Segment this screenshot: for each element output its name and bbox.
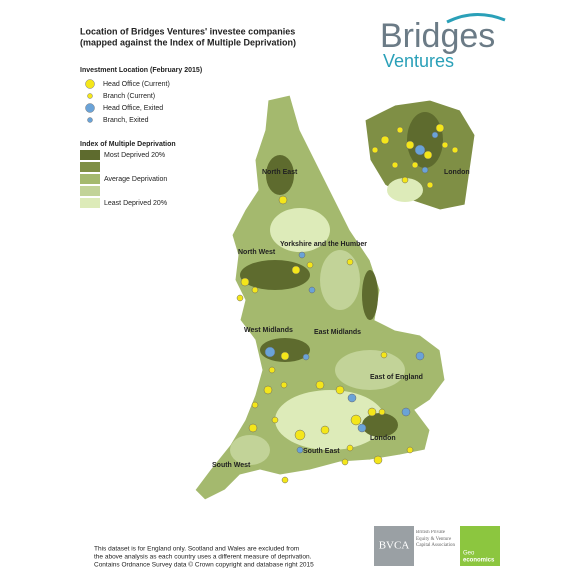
location-dot: [268, 366, 276, 374]
location-dot: [415, 351, 425, 361]
logo-sub: Ventures: [383, 51, 454, 71]
legend-symbol: [85, 103, 95, 113]
location-dot: [411, 161, 419, 169]
location-dot: [298, 251, 306, 259]
location-dot: [346, 444, 354, 452]
england: [194, 94, 446, 501]
logo-arc: [446, 13, 506, 24]
location-dot: [396, 126, 404, 134]
bvca-mark: BVCA: [379, 540, 410, 552]
location-dot: [401, 176, 409, 184]
title: Location of Bridges Ventures' investee c…: [80, 26, 295, 36]
footer-text: the above analysis as each country uses …: [94, 554, 312, 561]
footer-text: This dataset is for England only. Scotla…: [94, 546, 299, 553]
geo-text: Geo: [463, 551, 475, 557]
legend-swatch: [80, 198, 100, 208]
location-dot: [263, 385, 273, 395]
location-dot: [294, 429, 306, 441]
region-label: South East: [303, 448, 340, 455]
location-dot: [435, 123, 445, 133]
location-dot: [421, 166, 429, 174]
location-dot: [431, 131, 439, 139]
location-dot: [281, 476, 289, 484]
legend-label: Branch (Current): [103, 93, 155, 100]
location-dot: [451, 146, 459, 154]
location-dot: [341, 458, 349, 466]
location-dot: [347, 393, 357, 403]
location-dot: [278, 195, 288, 205]
legend-symbol: [87, 93, 93, 99]
legend-swatch: [80, 186, 100, 196]
legend-label: Most Deprived 20%: [104, 152, 165, 159]
location-dot: [302, 353, 310, 361]
location-dot: [380, 135, 390, 145]
london-shading: [407, 112, 443, 168]
footer-text: Contains Ordnance Survey data © Crown co…: [94, 561, 314, 569]
location-dot: [350, 414, 362, 426]
legend-symbol: [87, 117, 93, 123]
legend-swatch: [80, 150, 100, 160]
legend-title: Investment Location (February 2015): [80, 67, 202, 74]
location-dot: [280, 381, 288, 389]
location-dot: [441, 141, 449, 149]
location-dot: [401, 407, 411, 417]
location-dot: [320, 425, 330, 435]
legend-label: Branch, Exited: [103, 117, 149, 124]
legend-label: Least Deprived 20%: [104, 200, 167, 207]
region-label: South West: [212, 462, 251, 469]
location-dot: [335, 385, 345, 395]
location-dot: [346, 258, 354, 266]
location-dot: [296, 446, 304, 454]
location-dot: [291, 265, 301, 275]
location-dot: [315, 380, 325, 390]
location-dot: [391, 161, 399, 169]
location-dot: [357, 423, 367, 433]
region-label: Yorkshire and the Humber: [280, 241, 367, 248]
location-dot: [371, 146, 379, 154]
location-dot: [248, 423, 258, 433]
bvca-name: British Private Equity & Venture Capital…: [416, 530, 456, 548]
location-dot: [271, 416, 279, 424]
legend-symbol: [85, 79, 95, 89]
legend-swatch: [80, 162, 100, 172]
london-shading: [387, 178, 423, 202]
location-dot: [378, 408, 386, 416]
region-label: North East: [262, 169, 298, 176]
location-dot: [236, 294, 244, 302]
geo-logo: [460, 526, 500, 566]
location-dot: [406, 446, 414, 454]
legend-label: Average Deprivation: [104, 176, 167, 183]
bvca-logo: [374, 526, 414, 566]
geo-text: economics: [463, 558, 495, 564]
legend-label: Head Office, Exited: [103, 105, 163, 112]
region-label: London: [370, 435, 396, 442]
location-dot: [423, 150, 433, 160]
location-dot: [414, 144, 426, 156]
location-dot: [240, 277, 250, 287]
location-dot: [426, 181, 434, 189]
location-dot: [251, 286, 259, 294]
location-dot: [380, 351, 388, 359]
location-dot: [405, 140, 415, 150]
inset-label: London: [444, 169, 470, 176]
location-dot: [264, 346, 276, 358]
region-label: North West: [238, 249, 276, 256]
region-label: West Midlands: [244, 327, 293, 334]
region-label: East Midlands: [314, 329, 361, 336]
location-dot: [373, 455, 383, 465]
location-dots: [236, 123, 459, 484]
region-label: East of England: [370, 374, 423, 381]
legend-label: Head Office (Current): [103, 81, 170, 88]
location-dot: [367, 407, 377, 417]
location-dot: [308, 286, 316, 294]
location-dot: [306, 261, 314, 269]
location-dot: [280, 351, 290, 361]
logo-name: Bridges: [380, 17, 495, 55]
bvca-name-text: British Private Equity & Venture Capital…: [416, 530, 456, 548]
title: (mapped against the Index of Multiple De…: [80, 37, 296, 47]
location-dot: [251, 401, 259, 409]
legend-swatch: [80, 174, 100, 184]
legend-title: Index of Multiple Deprivation: [80, 141, 176, 148]
